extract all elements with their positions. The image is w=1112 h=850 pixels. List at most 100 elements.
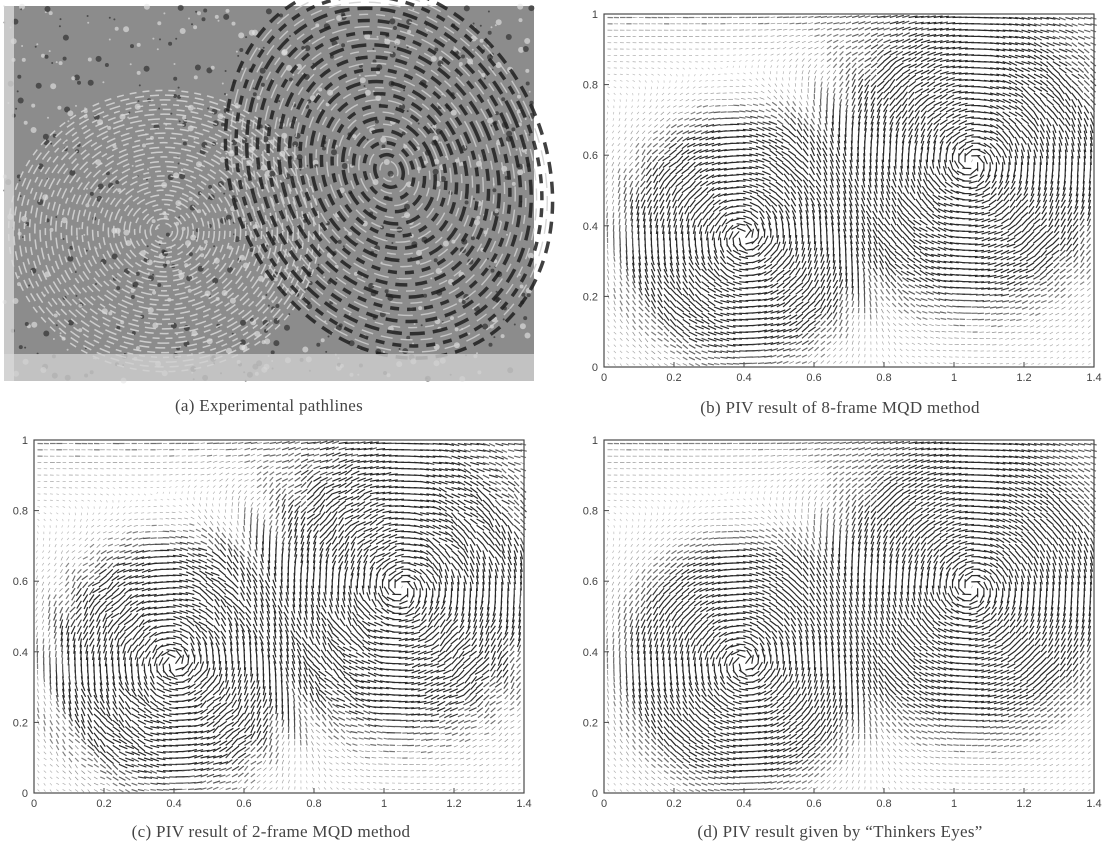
vector-arrow: [839, 39, 844, 44]
vector-arrow: [857, 103, 863, 113]
vector-arrow: [747, 97, 752, 100]
vector-arrow: [1009, 306, 1016, 309]
vector-arrow: [839, 62, 844, 69]
vector-arrow: [908, 80, 917, 88]
vector-arrow: [993, 274, 1003, 279]
vector-arrow: [776, 269, 785, 276]
vector-arrow: [607, 319, 610, 323]
vector-arrow: [996, 23, 1006, 26]
vector-arrow: [902, 243, 910, 251]
vector-arrow: [1058, 98, 1066, 107]
vector-arrow: [74, 745, 79, 750]
vector-arrow: [939, 53, 949, 56]
vector-arrow: [1062, 331, 1066, 334]
vector-arrow: [49, 518, 52, 522]
vector-arrow: [755, 78, 759, 81]
vector-arrow: [977, 149, 986, 155]
vector-arrow: [707, 331, 717, 336]
vector-arrow: [617, 130, 621, 134]
vector-arrow: [891, 178, 897, 188]
vector-arrow: [951, 147, 957, 157]
vector-arrow: [970, 168, 978, 175]
vector-arrow: [873, 197, 878, 207]
vector-arrow: [736, 79, 740, 81]
vector-arrow: [1052, 67, 1061, 75]
vector-arrow: [683, 199, 690, 208]
vector-arrow: [742, 148, 752, 151]
vector-arrow: [1067, 293, 1073, 299]
vector-arrow: [820, 247, 824, 257]
vector-arrow: [62, 770, 66, 774]
vector-arrow: [914, 110, 921, 119]
vector-arrow: [648, 111, 652, 115]
vector-arrow: [809, 185, 816, 194]
vector-arrow: [807, 332, 815, 339]
vector-arrow: [1027, 42, 1037, 47]
vector-arrow: [68, 751, 74, 757]
vector-arrow: [901, 110, 908, 119]
vector-arrow: [68, 764, 72, 769]
vector-arrow: [712, 123, 721, 127]
vector-arrow: [882, 128, 886, 138]
vector-arrow: [855, 254, 859, 263]
vector-arrow: [736, 211, 746, 214]
vector-arrow: [851, 327, 854, 333]
vector-arrow: [931, 226, 941, 232]
vector-arrow: [698, 224, 703, 234]
vector-arrow: [826, 266, 831, 276]
vector-arrow: [684, 111, 690, 115]
vector-arrow: [68, 776, 72, 781]
vector-arrow: [613, 73, 617, 75]
vector-arrow: [1039, 155, 1042, 165]
vector-arrow: [638, 67, 642, 69]
vector-arrow: [99, 770, 107, 774]
vector-arrow: [655, 105, 658, 109]
vector-arrow: [653, 180, 659, 190]
vector-arrow: [872, 222, 878, 232]
vector-arrow: [750, 212, 759, 220]
vector-arrow: [47, 581, 51, 586]
vector-arrow: [920, 39, 930, 44]
vector-arrow: [795, 319, 804, 327]
vector-arrow: [720, 293, 730, 298]
vector-arrow: [826, 39, 833, 44]
vector-arrow: [93, 745, 101, 753]
vector-arrow: [1015, 35, 1025, 39]
vector-arrow: [606, 212, 609, 218]
vector-arrow: [67, 525, 70, 528]
vector-arrow: [81, 751, 86, 756]
vector-arrow: [654, 212, 659, 222]
vector-arrow: [839, 45, 845, 50]
vector-arrow: [756, 194, 765, 201]
vector-arrow: [93, 487, 97, 489]
vector-arrow: [670, 130, 677, 136]
vector-arrow: [93, 701, 100, 710]
vector-arrow: [914, 81, 923, 88]
vector-arrow: [87, 732, 93, 741]
vector-arrow: [632, 243, 634, 253]
vector-arrow: [1060, 281, 1066, 287]
vector-arrow: [803, 185, 809, 194]
vector-arrow: [624, 111, 627, 115]
vector-arrow: [84, 537, 88, 541]
vector-arrow: [796, 135, 803, 144]
vector-arrow: [686, 136, 696, 141]
vector-arrow: [745, 223, 753, 232]
vector-arrow: [1033, 262, 1041, 270]
vector-arrow: [652, 130, 659, 135]
vector-arrow: [882, 360, 884, 364]
vector-arrow: [749, 78, 752, 81]
vector-arrow: [795, 288, 804, 295]
vector-arrow: [680, 86, 684, 89]
vector-arrow: [1028, 199, 1035, 208]
vector-arrow: [626, 350, 629, 354]
vector-arrow: [832, 45, 839, 50]
vector-arrow: [801, 40, 806, 44]
vector-arrow: [953, 160, 960, 169]
vector-arrow: [807, 293, 815, 301]
vector-arrow: [1021, 300, 1029, 304]
vector-arrow: [918, 165, 922, 175]
vector-arrow: [56, 770, 59, 774]
vector-arrow: [43, 757, 47, 761]
vector-arrow: [1062, 350, 1066, 353]
